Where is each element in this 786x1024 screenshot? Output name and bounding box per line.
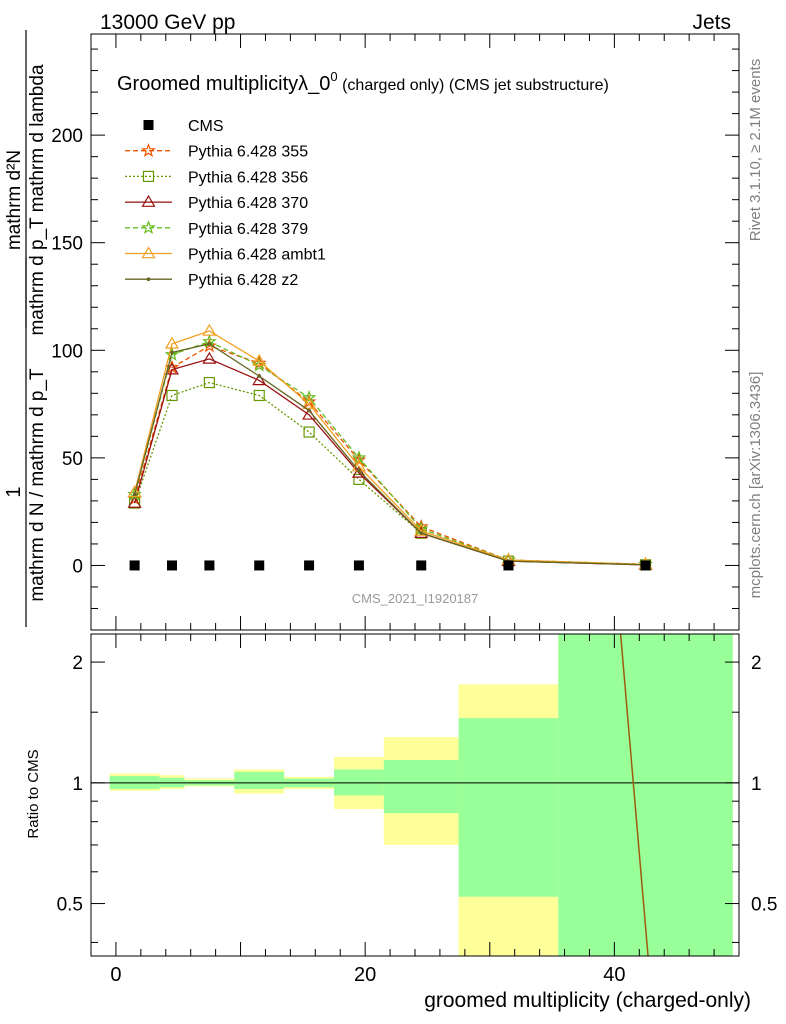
cms-point	[304, 560, 315, 571]
series-line-3	[133, 340, 646, 566]
ratio-band-green	[558, 634, 733, 956]
series-point-1	[253, 389, 265, 402]
ratio-ytick-label: 2	[72, 653, 83, 674]
legend: CMS Pythia 6.428 355 Pythia 6.428 356 Pythi…	[125, 118, 326, 289]
cms-point	[353, 560, 364, 571]
main-ytick-label: 50	[62, 449, 83, 470]
series-point-5	[132, 492, 137, 497]
cms-point	[129, 560, 140, 571]
ratio-band-green	[458, 718, 559, 897]
series-point-5	[307, 408, 311, 413]
main-axis-ticks: 0 50 100 150 200	[51, 34, 740, 630]
series-point-2	[351, 465, 366, 478]
main-series-layer	[127, 323, 653, 571]
cms-point	[416, 560, 427, 571]
ratio-bands	[109, 634, 733, 956]
ratio-series-layer	[619, 633, 649, 957]
process-label: Jets	[692, 11, 731, 34]
series-line-2	[133, 358, 646, 566]
ratio-ytick-label-right: 1	[751, 774, 762, 795]
series-point-3	[301, 389, 317, 404]
legend-cms-label: CMS	[188, 118, 224, 135]
legend-marker-3	[141, 220, 156, 235]
main-ytick-label: 100	[51, 341, 83, 362]
series-point-3	[164, 346, 180, 361]
series-point-4	[164, 336, 180, 349]
series-line-1	[134, 381, 646, 566]
ratio-band-green	[234, 771, 285, 790]
cms-point	[503, 560, 514, 571]
legend-label-2: Pythia 6.428 370	[188, 195, 308, 212]
series-point-1	[303, 426, 315, 438]
legend-marker-5	[146, 277, 151, 282]
ratio-panel: 0.5 0.51 12 20 20 40	[57, 633, 777, 986]
series-point-0	[351, 452, 367, 467]
chart-title-main: Groomed multiplicityλ_0	[117, 73, 330, 95]
ratio-ylabel: Ratio to CMS	[25, 749, 42, 838]
series-point-0	[202, 338, 217, 353]
legend-marker-2	[141, 194, 156, 207]
legend-label-1: Pythia 6.428 356	[188, 169, 308, 186]
series-point-5	[207, 342, 212, 346]
cms-point	[204, 560, 215, 571]
legend-label-0: Pythia 6.428 355	[188, 144, 308, 161]
series-point-5	[419, 531, 424, 535]
series-point-4	[302, 396, 317, 409]
ylabel-prefix-num: 1	[3, 486, 25, 497]
cms-point	[254, 560, 265, 571]
ratio-band-green	[383, 759, 459, 814]
main-ytick-label: 200	[51, 126, 83, 147]
cms-point	[167, 560, 177, 571]
legend-label-3: Pythia 6.428 379	[188, 221, 308, 238]
legend-label-5: Pythia 6.428 z2	[188, 272, 298, 289]
mcplots-label: mcplots.cern.ch [arXiv:1306.3436]	[747, 372, 764, 599]
ratio-ytick-label-right: 2	[751, 653, 762, 674]
energy-label: 13000 GeV pp	[100, 11, 235, 34]
analysis-tag: CMS_2021_I1920187	[352, 591, 479, 606]
ratio-ytick-label: 0.5	[57, 895, 83, 916]
series-point-5	[170, 350, 174, 355]
series-point-2	[127, 495, 142, 508]
series-point-4	[202, 323, 217, 336]
ylabel-top: mathrm d²N	[4, 150, 25, 250]
ratio-ytick-label: 1	[72, 774, 83, 795]
series-point-1	[203, 376, 215, 389]
ratio-axis-ticks: 0.5 0.51 12 20 20 40	[57, 634, 777, 986]
legend-marker-0	[141, 142, 156, 157]
series-line-0	[133, 345, 646, 566]
legend-cms-marker	[143, 120, 154, 130]
chart-title-tail: (charged only) (CMS jet substructure)	[338, 77, 609, 94]
x-tick-label: 40	[603, 964, 625, 986]
series-point-4	[252, 353, 267, 366]
main-ylabel: 1 mathrm d N / mathrm d p_T mathrm d²N m…	[3, 30, 48, 627]
series-point-5	[357, 468, 361, 473]
ratio-ytick-label-right: 0.5	[751, 895, 777, 916]
x-axis-label: groomed multiplicity (charged-only)	[424, 989, 751, 1012]
series-point-2	[252, 373, 267, 386]
chart-title: Groomed multiplicityλ_00 (charged only) …	[117, 69, 609, 95]
cms-point	[640, 560, 651, 571]
main-ytick-label: 150	[51, 234, 83, 255]
series-line-4	[133, 330, 646, 566]
series-point-1	[353, 473, 365, 485]
series-point-2	[202, 351, 217, 364]
series-point-4	[127, 485, 142, 498]
x-tick-label: 20	[354, 964, 376, 986]
ylabel-prefix-den: mathrm d N / mathrm d p_T	[27, 368, 48, 602]
rivet-label: Rivet 3.1.10, ≥ 2.1M events	[747, 59, 764, 242]
main-ytick-label: 0	[72, 556, 83, 577]
x-tick-label: 0	[110, 964, 121, 986]
ratio-series-line	[619, 633, 649, 957]
legend-label-4: Pythia 6.428 ambt1	[188, 247, 326, 264]
series-point-5	[257, 374, 262, 378]
series-point-2	[164, 362, 180, 375]
legend-marker-4	[141, 246, 156, 259]
ylabel-bottom: mathrm d p_T mathrm d lambda	[27, 64, 48, 335]
series-point-1	[166, 389, 178, 402]
legend-marker-1	[142, 170, 155, 182]
chart-title-sup: 0	[330, 69, 337, 84]
